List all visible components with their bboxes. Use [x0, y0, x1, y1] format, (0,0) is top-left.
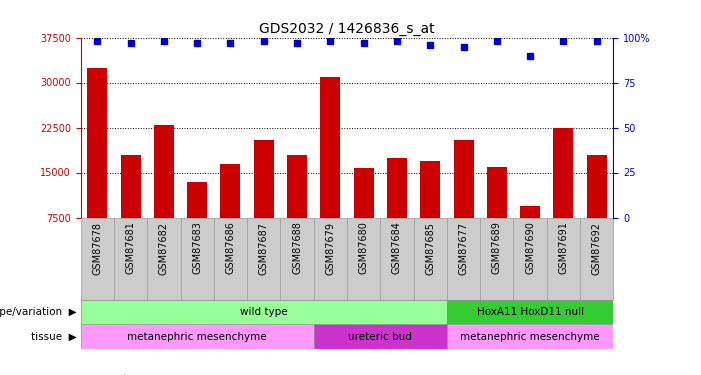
Text: GSM87679: GSM87679 — [325, 222, 335, 274]
Text: GSM87689: GSM87689 — [492, 222, 502, 274]
Bar — [547, 217, 580, 300]
Text: wild type: wild type — [240, 307, 287, 317]
Text: GSM87692: GSM87692 — [592, 222, 601, 274]
Text: count: count — [98, 374, 128, 375]
Bar — [81, 300, 447, 324]
Bar — [414, 217, 447, 300]
Bar — [314, 217, 347, 300]
Bar — [154, 124, 174, 262]
Text: GSM87688: GSM87688 — [292, 222, 302, 274]
Text: GSM87690: GSM87690 — [525, 222, 535, 274]
Bar — [121, 154, 140, 262]
Bar — [181, 217, 214, 300]
Text: GSM87682: GSM87682 — [159, 222, 169, 274]
Bar — [381, 217, 414, 300]
Bar — [520, 206, 540, 262]
Bar — [454, 140, 474, 262]
Title: GDS2032 / 1426836_s_at: GDS2032 / 1426836_s_at — [259, 22, 435, 36]
Text: metanephric mesenchyme: metanephric mesenchyme — [461, 332, 600, 342]
Bar — [147, 217, 181, 300]
Text: ■: ■ — [81, 372, 93, 375]
Bar — [580, 217, 613, 300]
Bar — [447, 300, 613, 324]
Bar — [254, 140, 273, 262]
Bar — [587, 154, 606, 262]
Bar — [247, 217, 280, 300]
Text: GSM87677: GSM87677 — [458, 222, 468, 275]
Bar — [187, 182, 207, 262]
Bar — [486, 166, 507, 262]
Bar — [421, 160, 440, 262]
Bar — [287, 154, 307, 262]
Bar — [221, 164, 240, 262]
Text: tissue  ▶: tissue ▶ — [32, 332, 77, 342]
Bar — [88, 68, 107, 262]
Bar — [114, 217, 147, 300]
Text: metanephric mesenchyme: metanephric mesenchyme — [128, 332, 267, 342]
Text: genotype/variation  ▶: genotype/variation ▶ — [0, 307, 77, 317]
Bar — [387, 158, 407, 262]
Text: GSM87684: GSM87684 — [392, 222, 402, 274]
Text: GSM87685: GSM87685 — [426, 222, 435, 274]
Bar — [81, 217, 114, 300]
Bar — [81, 324, 314, 349]
Bar — [280, 217, 314, 300]
Bar — [514, 217, 547, 300]
Bar — [480, 217, 513, 300]
Text: GSM87687: GSM87687 — [259, 222, 268, 274]
Bar — [320, 76, 341, 262]
Bar — [354, 168, 374, 262]
Bar — [447, 324, 613, 349]
Text: GSM87691: GSM87691 — [559, 222, 569, 274]
Bar — [447, 217, 480, 300]
Bar — [347, 217, 381, 300]
Text: GSM87680: GSM87680 — [359, 222, 369, 274]
Text: GSM87678: GSM87678 — [93, 222, 102, 274]
Bar — [214, 217, 247, 300]
Text: GSM87686: GSM87686 — [226, 222, 236, 274]
Bar — [554, 128, 573, 262]
Text: GSM87681: GSM87681 — [125, 222, 135, 274]
Text: ureteric bud: ureteric bud — [348, 332, 412, 342]
Text: HoxA11 HoxD11 null: HoxA11 HoxD11 null — [477, 307, 584, 317]
Text: GSM87683: GSM87683 — [192, 222, 202, 274]
Bar — [314, 324, 447, 349]
